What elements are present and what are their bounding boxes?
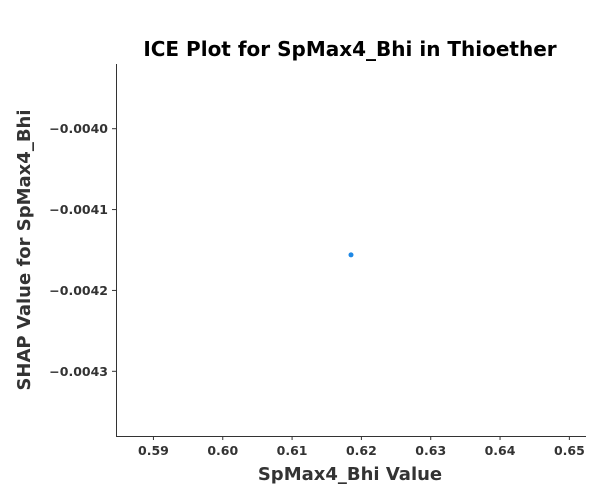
y-axis-ticks: −0.0040 −0.0041 −0.0042 −0.0043 [49,121,116,379]
x-tick-label: 0.60 [207,443,238,458]
x-tick-label: 0.62 [346,443,377,458]
y-tick-label: −0.0041 [49,202,108,217]
x-tick-label: 0.61 [277,443,308,458]
y-axis-label: SHAP Value for SpMax4_Bhi [14,109,35,390]
x-tick-label: 0.64 [485,443,516,458]
y-tick-label: −0.0042 [49,283,108,298]
x-axis-ticks: 0.59 0.60 0.61 0.62 0.63 0.64 0.65 [138,436,585,458]
data-point [348,252,354,258]
chart-title: ICE Plot for SpMax4_Bhi in Thioether [143,37,556,61]
y-tick-label: −0.0043 [49,364,108,379]
x-tick-label: 0.59 [138,443,169,458]
y-tick-label: −0.0040 [49,121,108,136]
data-points [348,252,354,258]
x-axis-label: SpMax4_Bhi Value [258,464,442,485]
x-tick-label: 0.65 [554,443,585,458]
x-tick-label: 0.63 [415,443,446,458]
